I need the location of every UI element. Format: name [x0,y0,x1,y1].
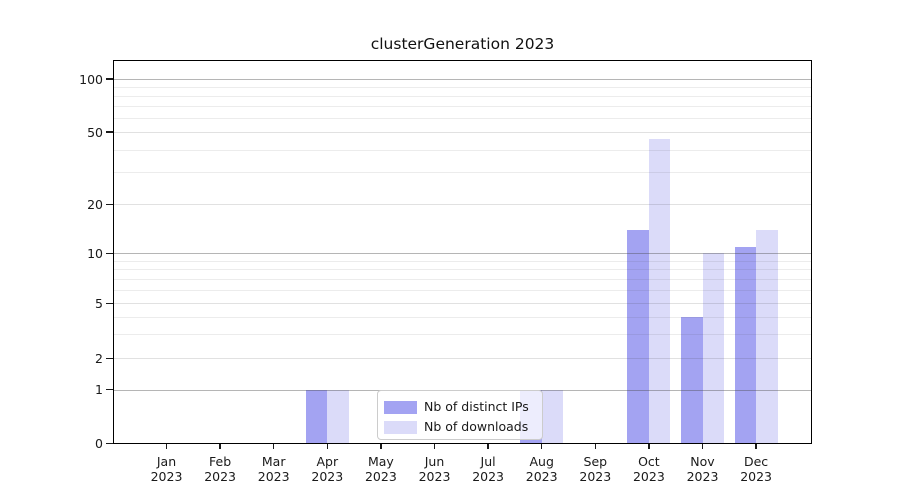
bar-distinct-ips-dec [734,246,757,444]
y-tick-mark-1 [106,388,113,391]
y-tick-label-20: 20 [87,196,103,212]
gridline-20 [114,204,811,206]
bar-downloads-dec [756,229,778,444]
gridline-2 [114,358,811,360]
y-tick-label-10: 10 [87,245,103,261]
x-tick-label-feb: Feb 2023 [204,454,236,484]
y-tick-mark-100 [106,78,113,80]
gridline-30 [114,172,811,174]
x-tick-label-dec: Dec 2023 [740,454,772,484]
x-tick-label-nov: Nov 2023 [686,454,719,484]
gridline-60 [114,118,811,120]
bar-distinct-ips-apr [305,389,328,444]
y-tick-label-0: 0 [95,436,103,451]
x-tick-label-oct: Oct 2023 [632,454,665,484]
y-tick-mark-50 [106,131,113,133]
legend-row-distinct-ips: Nb of distinct IPs [384,400,534,414]
gridline-6 [114,290,811,292]
legend-swatch-distinct-ips [384,400,417,414]
x-tick-label-jun: Jun 2023 [418,454,451,484]
x-tick-label-jul: Jul 2023 [472,454,504,484]
legend-label-distinct-ips: Nb of distinct IPs [424,399,529,414]
x-tick-mark-jul [487,444,489,449]
x-tick-label-apr: Apr 2023 [311,454,344,484]
x-tick-mark-feb [219,444,221,449]
x-tick-label-mar: Mar 2023 [257,454,290,484]
gridline-7 [114,279,811,281]
x-tick-label-sep: Sep 2023 [579,454,612,484]
x-tick-label-may: May 2023 [364,454,397,484]
legend-swatch-downloads [384,420,417,434]
legend-label-downloads: Nb of downloads [424,419,529,434]
gridline-5 [114,303,811,305]
x-tick-mark-jun [433,444,436,449]
gridline-40 [114,149,811,151]
legend: Nb of distinct IPs Nb of downloads [377,390,543,440]
gridline-90 [114,87,811,89]
gridline-70 [114,106,811,108]
y-tick-mark-2 [106,357,113,359]
bar-downloads-nov [702,253,724,444]
x-tick-mark-sep [594,444,596,449]
x-tick-mark-nov [701,444,704,449]
bar-distinct-ips-oct [627,229,649,444]
y-tick-label-2: 2 [95,350,103,366]
y-tick-mark-5 [106,302,113,304]
y-tick-label-5: 5 [95,295,103,311]
x-tick-mark-aug [541,444,543,449]
gridline-4 [114,316,811,318]
x-tick-mark-apr [326,444,328,449]
y-tick-mark-20 [106,203,113,205]
y-tick-label-100: 100 [79,71,103,87]
gridline-100 [114,79,811,80]
gridline-3 [114,333,811,335]
bar-distinct-ips-nov [681,316,703,444]
y-tick-label-1: 1 [95,382,103,397]
chart-title: clusterGeneration 2023 [370,35,555,53]
gridline-10 [114,253,811,255]
bar-downloads-aug [541,389,564,444]
legend-row-downloads: Nb of downloads [384,420,534,434]
x-tick-mark-mar [273,444,275,449]
gridline-9 [114,260,811,262]
x-tick-mark-may [380,444,382,449]
x-tick-mark-oct [648,444,650,449]
bar-downloads-oct [648,138,671,444]
x-tick-mark-dec [755,444,757,449]
gridline-50 [114,132,811,133]
y-tick-label-50: 50 [87,124,103,140]
y-tick-mark-10 [106,252,113,254]
y-tick-mark-0 [106,442,113,445]
bar-downloads-apr [327,389,349,444]
x-tick-mark-jan [165,444,168,449]
gridline-80 [114,96,811,98]
x-tick-label-aug: Aug 2023 [525,454,558,484]
gridline-8 [114,269,811,271]
x-tick-label-jan: Jan 2023 [150,454,183,484]
